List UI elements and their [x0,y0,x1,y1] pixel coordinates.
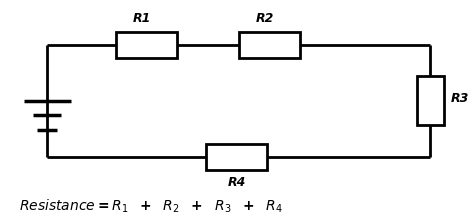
Text: R4: R4 [228,177,246,190]
Text: R2: R2 [256,12,274,25]
Bar [116,32,177,58]
Text: $\mathbf{\mathit{Resistance}}$$\mathbf{ = }$$\mathbf{\mathit{R}}_{\mathbf{\mathi: $\mathbf{\mathit{Resistance}}$$\mathbf{ … [19,198,283,215]
Text: R3: R3 [451,92,469,105]
Text: R1: R1 [133,12,151,25]
Bar [239,32,301,58]
Bar [418,76,444,125]
Bar [206,144,267,170]
